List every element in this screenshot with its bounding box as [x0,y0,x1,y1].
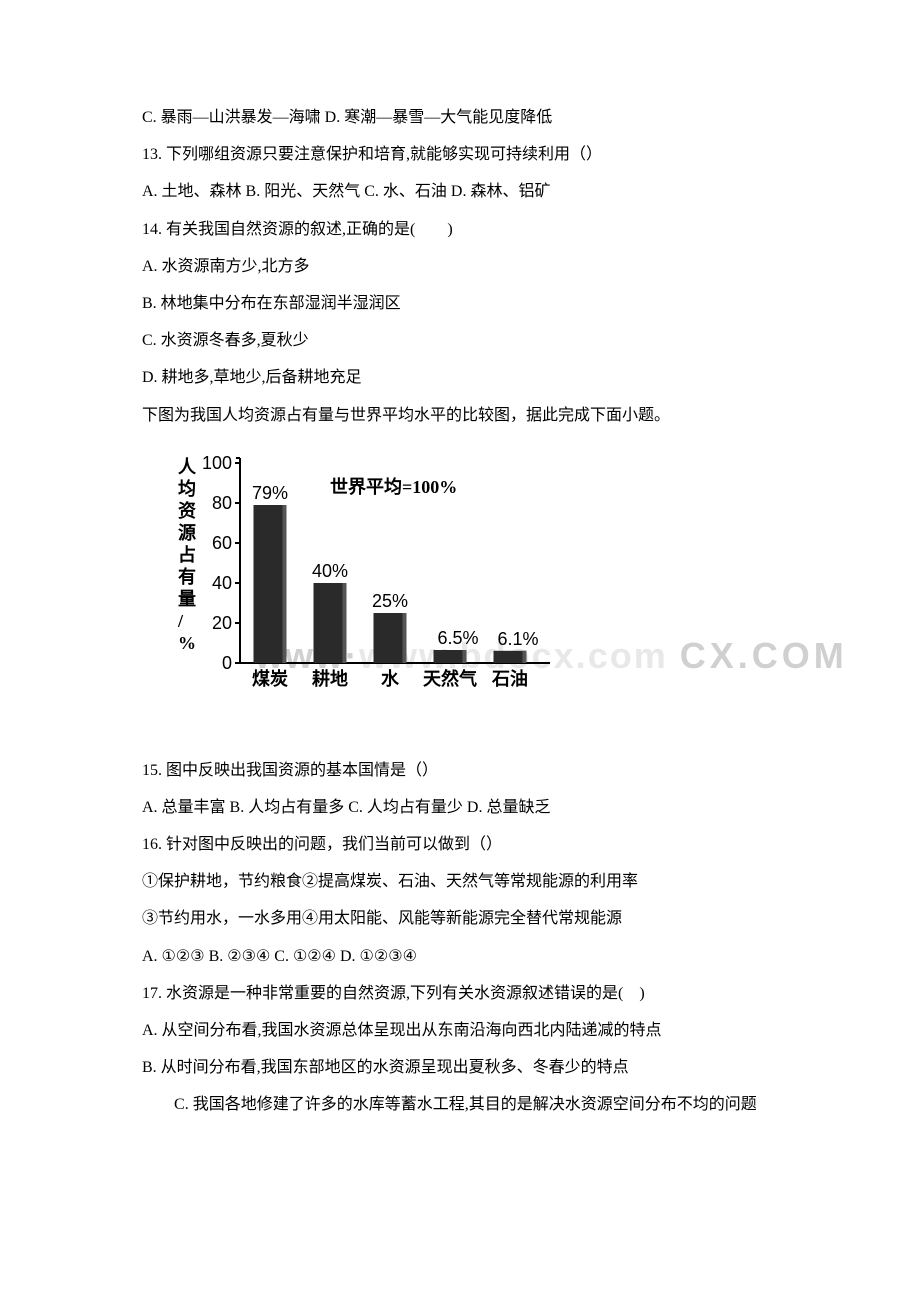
svg-text:6.5%: 6.5% [437,628,478,648]
svg-text:40: 40 [212,573,232,593]
svg-text:石油: 石油 [491,668,528,689]
resource-chart: www·www.bdocx.com CX.COM 人均资源占有量/%020406… [160,448,700,728]
option-16-row1: ①保护耕地，节约粮食②提高煤炭、石油、天然气等常规能源的利用率 [110,864,790,899]
option-16-row2: ③节约用水，一水多用④用太阳能、风能等新能源完全替代常规能源 [110,901,790,936]
svg-text:耕地: 耕地 [312,668,348,689]
option-17a: A. 从空间分布看,我国水资源总体呈现出从东南沿海向西北内陆递减的特点 [110,1013,790,1048]
svg-text:60: 60 [212,533,232,553]
svg-text:80: 80 [212,493,232,513]
options-15: A. 总量丰富 B. 人均占有量多 C. 人均占有量少 D. 总量缺乏 [110,790,790,825]
svg-text:均: 均 [178,478,196,499]
question-16: 16. 针对图中反映出的问题，我们当前可以做到（） [110,827,790,862]
option-14d: D. 耕地多,草地少,后备耕地充足 [110,360,790,395]
svg-text:/: / [177,611,184,631]
option-14a: A. 水资源南方少,北方多 [110,249,790,284]
svg-text:20: 20 [212,613,232,633]
svg-text:%: % [178,633,196,653]
svg-text:资: 资 [178,500,196,521]
chart-intro-text: 下图为我国人均资源占有量与世界平均水平的比较图，据此完成下面小题。 [110,398,790,433]
option-17c: C. 我国各地修建了许多的水库等蓄水工程,其目的是解决水资源空间分布不均的问题 [110,1087,790,1122]
svg-text:79%: 79% [252,483,288,503]
option-14b: B. 林地集中分布在东部湿润半湿润区 [110,286,790,321]
svg-text:0: 0 [222,653,232,673]
option-17b: B. 从时间分布看,我国东部地区的水资源呈现出夏秋多、冬春少的特点 [110,1050,790,1085]
bar-chart-svg: 人均资源占有量/% 0 20 40 60 80 100 79% 煤炭 40% 耕地 25% 水 6.5% 天… [160,448,610,718]
options-13: A. 土地、森林 B. 阳光、天然气 C. 水、石油 D. 森林、铝矿 [110,174,790,209]
question-17: 17. 水资源是一种非常重要的自然资源,下列有关水资源叙述错误的是( ) [110,976,790,1011]
svg-text:100: 100 [202,453,232,473]
svg-text:40%: 40% [312,561,348,581]
option-14c: C. 水资源冬春多,夏秋少 [110,323,790,358]
svg-text:量: 量 [178,588,196,609]
svg-text:煤炭: 煤炭 [252,668,288,689]
question-15: 15. 图中反映出我国资源的基本国情是（） [110,753,790,788]
svg-text:水: 水 [381,668,400,689]
question-14: 14. 有关我国自然资源的叙述,正确的是( ) [110,212,790,247]
options-16: A. ①②③ B. ②③④ C. ①②④ D. ①②③④ [110,939,790,974]
svg-text:有: 有 [178,566,196,587]
svg-text:占: 占 [178,544,196,565]
svg-text:6.1%: 6.1% [497,628,538,648]
svg-text:源: 源 [178,522,196,543]
svg-text:天然气: 天然气 [423,668,477,689]
question-13: 13. 下列哪组资源只要注意保护和培育,就能够实现可持续利用（） [110,137,790,172]
option-text: C. 暴雨—山洪暴发—海啸 D. 寒潮—暴雪—大气能见度降低 [110,100,790,135]
svg-text:世界平均=100%: 世界平均=100% [330,476,457,497]
svg-text:人: 人 [178,457,197,477]
svg-text:25%: 25% [372,591,408,611]
